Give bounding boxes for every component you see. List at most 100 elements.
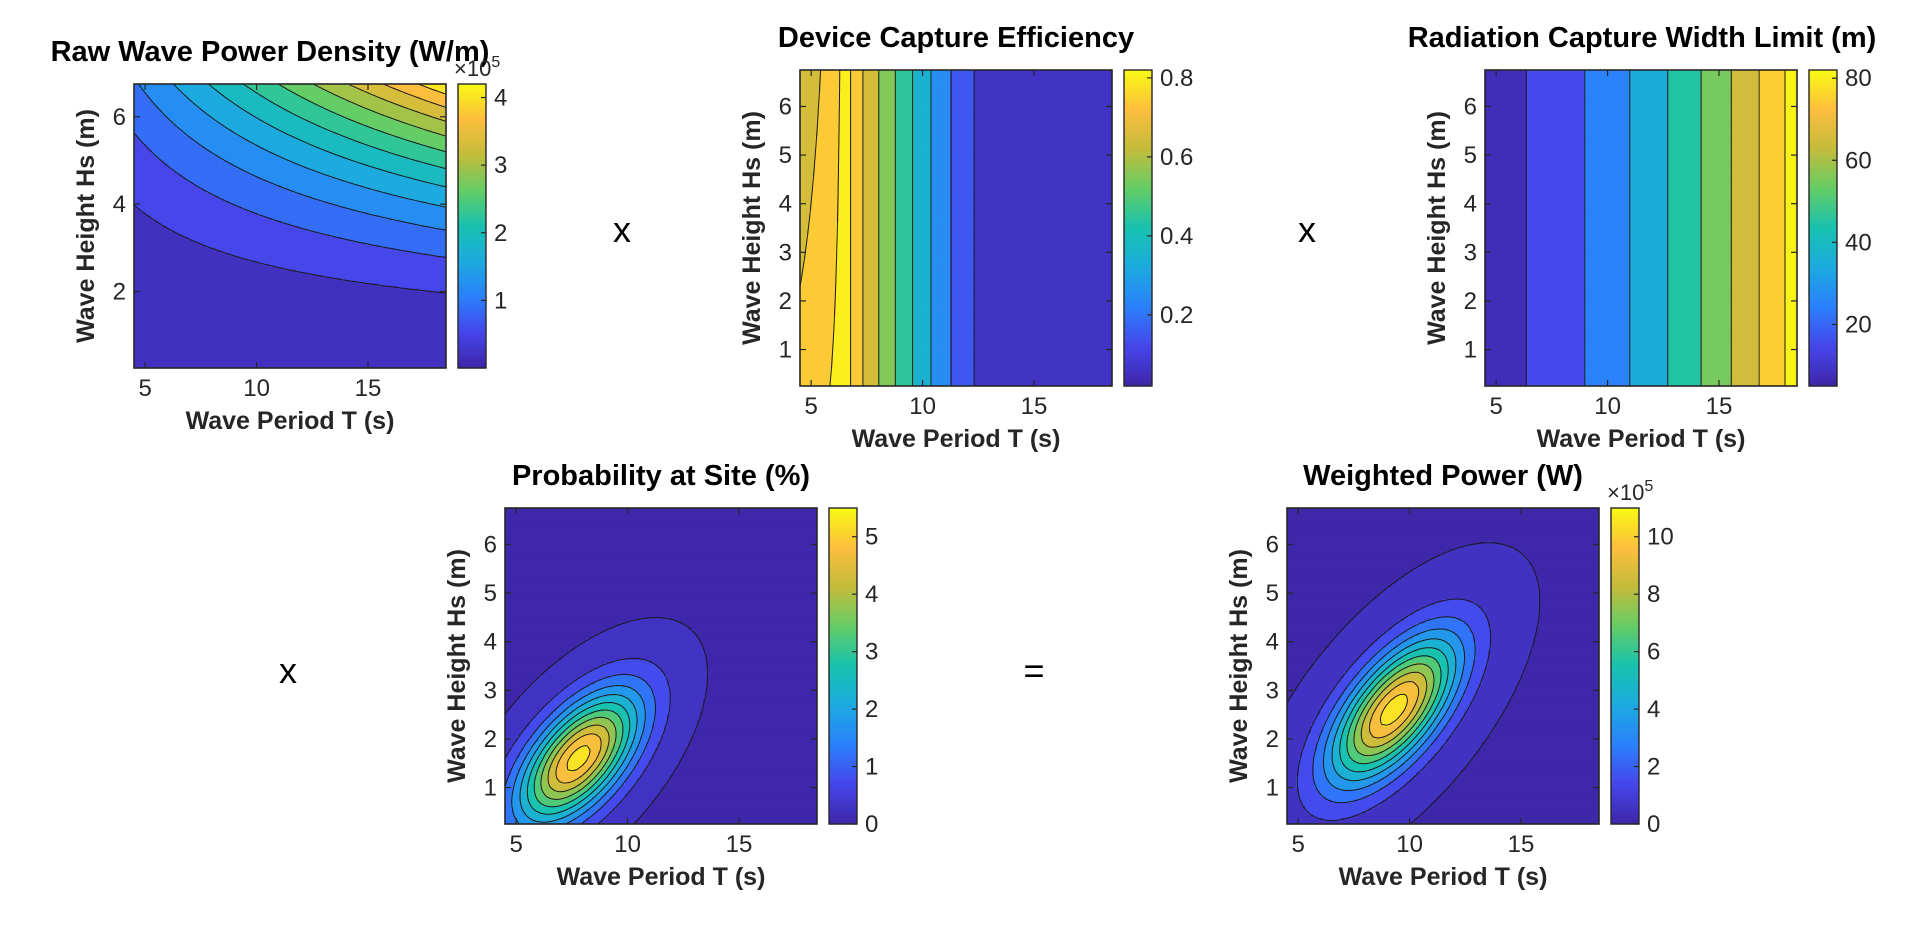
contour-cell [245,122,249,126]
contour-cell [410,105,414,110]
contour-cell [284,94,288,99]
contour-cell [431,84,435,88]
contour-cell [251,119,255,123]
contour-cell [227,171,231,175]
contour-cell [176,168,180,172]
contour-cell [413,111,417,115]
contour-cell [311,124,315,129]
contour-cell [146,198,150,203]
contour-cell [200,135,204,140]
contour-cell [398,198,402,203]
contour-cell [215,111,219,115]
contour-cell [323,122,327,126]
contour-cell [137,114,141,118]
contour-cell [389,179,393,183]
contour-cell [263,114,267,118]
contour-cell [323,182,327,186]
contour-cell [362,204,366,208]
contour-cell [332,114,336,118]
contour-cell [311,176,315,181]
contour-cell [224,122,228,126]
contour-cell [407,165,411,170]
contour-cell [443,206,446,211]
contour-cell [134,127,138,132]
contour-cell [287,168,291,172]
contour-cell [161,119,165,123]
contour-cell [326,103,330,107]
contour-cell [185,122,189,126]
contour-cell [263,141,267,145]
contour-cell [332,168,336,172]
contour-cell [191,157,195,162]
contour-cell [188,133,192,137]
contour-cell [281,135,285,140]
contour-cell [182,108,186,112]
contour-cell [164,111,168,115]
contour-cell [242,187,246,192]
contour-cell [362,209,366,213]
contour-cell [167,122,171,126]
contour-cell [389,84,393,88]
contour-cell [158,152,162,156]
contour-cell [191,133,195,137]
contour-cell [179,209,183,213]
contour-cell [158,141,162,145]
contour-cell [443,105,446,110]
contour-cell [365,204,369,208]
contour-cell [188,100,192,104]
contour-cell [182,185,186,189]
contour-cell [290,190,294,194]
contour-cell [371,86,375,91]
contour-cell [182,201,186,205]
contour-cell [431,144,435,148]
contour-cell [356,212,360,216]
contour-cell [152,190,156,194]
contour-cell [377,163,381,167]
contour-cell [431,89,435,93]
contour-cell [398,149,402,153]
contour-cell [146,84,150,88]
contour-cell [389,176,393,181]
contour-cell [440,168,444,172]
contour-cell [302,160,306,164]
contour-cell [248,190,252,194]
contour-cell [317,141,321,145]
contour-cell [359,155,363,159]
contour-cell [299,206,303,211]
contour-cell [329,174,333,178]
contour-cell [410,122,414,126]
contour-cell [257,144,261,148]
contour-cell [242,157,246,162]
contour-cell [314,190,318,194]
contour-cell [308,160,312,164]
contour-cell [338,174,342,178]
contour-cell [227,146,231,151]
contour-cell [314,114,318,118]
contour-cell [176,163,180,167]
contour-cell [269,149,273,153]
contour-cell [302,84,306,88]
contour-cell [179,111,183,115]
contour-cell [134,174,138,178]
contour-cell [263,163,267,167]
contour-cell [341,201,345,205]
contour-cell [368,124,372,129]
contour-cell [215,212,219,216]
contour-cell [290,127,294,132]
contour-cell [212,111,216,115]
contour-cell [278,119,282,123]
contour-cell [272,138,276,142]
contour-cell [356,185,360,189]
contour-cell [188,144,192,148]
contour-cell [347,92,351,96]
contour-cell [404,114,408,118]
contour-cell [395,209,399,213]
contour-cell [416,212,420,216]
contour-cell [269,176,273,181]
contour-cell [332,174,336,178]
contour-cell [386,86,390,91]
contour-cell [239,174,243,178]
contour-cell [410,206,414,211]
contour-cell [401,105,405,110]
contour-cell [200,185,204,189]
